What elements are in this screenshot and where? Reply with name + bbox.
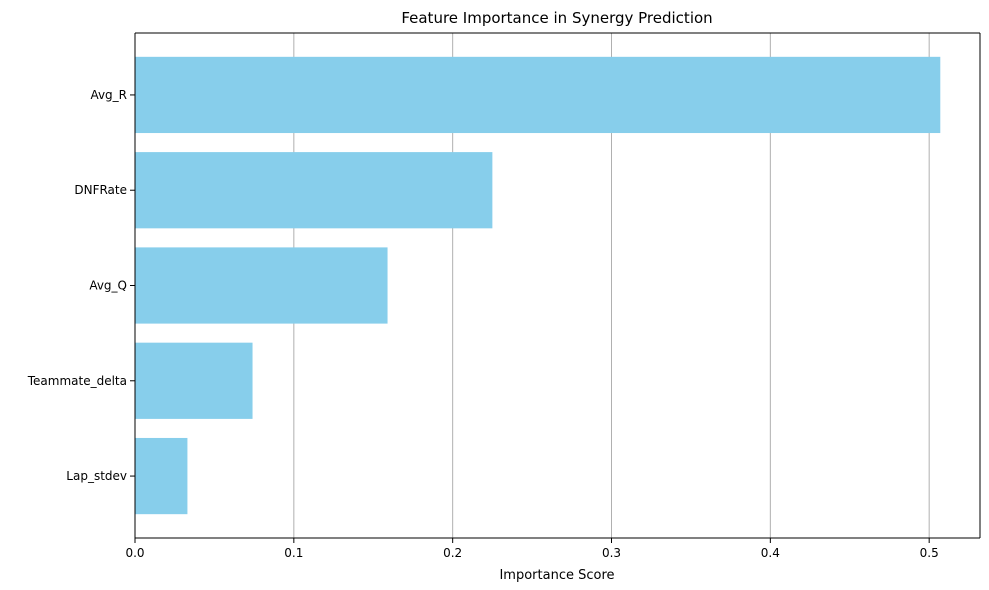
x-tick-label: 0.3 <box>602 546 621 560</box>
x-tick-label: 0.4 <box>761 546 780 560</box>
y-tick-label: Avg_Q <box>89 279 127 293</box>
y-ticks: Avg_R DNFRate Avg_Q Teammate_delta Lap_stdev <box>27 88 135 483</box>
y-tick-label: Lap_stdev <box>66 469 127 483</box>
bar-avg-r <box>135 56 941 134</box>
y-tick-label: DNFRate <box>74 183 127 197</box>
bar-avg-q <box>135 247 388 324</box>
x-axis-label: Importance Score <box>499 568 614 583</box>
bar-teammate-delta <box>135 342 253 419</box>
y-tick-label: Avg_R <box>90 88 127 102</box>
bar-dnfrate <box>135 152 493 229</box>
bars <box>135 56 941 515</box>
x-tick-label: 0.2 <box>443 546 462 560</box>
x-tick-label: 0.1 <box>284 546 303 560</box>
x-tick-label: 0.0 <box>125 546 144 560</box>
x-tick-label: 0.5 <box>920 546 939 560</box>
y-tick-label: Teammate_delta <box>27 374 127 388</box>
bar-lap-stdev <box>135 437 188 515</box>
x-ticks: 0.0 0.1 0.2 0.3 0.4 0.5 <box>125 538 939 560</box>
chart-title: Feature Importance in Synergy Prediction <box>401 9 712 27</box>
